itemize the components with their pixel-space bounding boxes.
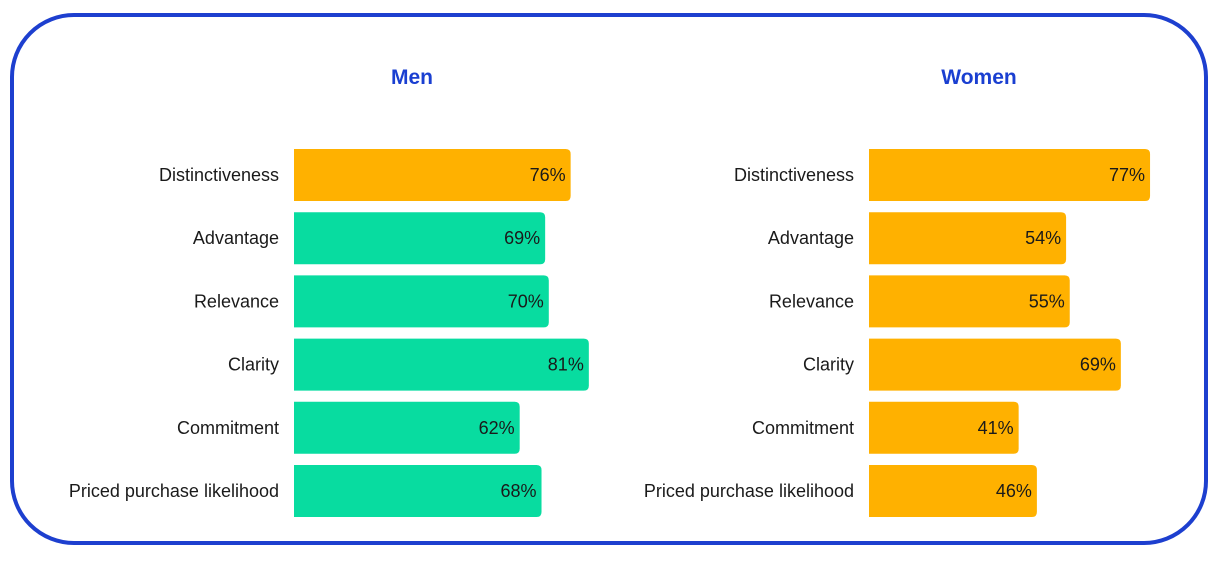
women-category-label: Advantage [768,228,854,248]
men-bar [294,275,549,328]
men-category-label: Priced purchase likelihood [69,481,279,501]
women-bar [869,275,1070,328]
men-panel: Men Distinctiveness 76% Advantage 69% Relevan… [69,66,589,517]
men-value-label: 81% [548,355,584,375]
women-value-label: 77% [1109,165,1145,185]
men-category-label: Commitment [177,418,279,438]
women-category-label: Priced purchase likelihood [644,481,854,501]
men-value-label: 70% [508,291,544,311]
women-bar [869,401,1019,454]
men-chart-title: Men [391,66,433,89]
women-category-label: Distinctiveness [734,165,854,185]
men-value-label: 76% [530,165,566,185]
women-category-label: Clarity [803,355,854,375]
women-value-label: 69% [1080,355,1116,375]
women-value-label: 55% [1029,291,1065,311]
women-bar [869,149,1151,201]
men-bar [294,149,571,201]
women-chart-title: Women [941,66,1016,89]
men-bar [294,401,520,454]
men-bar [294,338,589,391]
men-category-label: Distinctiveness [159,165,279,185]
men-bar [294,465,542,517]
women-category-label: Commitment [752,418,854,438]
men-value-label: 68% [500,481,536,501]
women-value-label: 54% [1025,228,1061,248]
men-bar [294,212,546,265]
women-category-label: Relevance [769,291,854,311]
men-category-label: Relevance [194,291,279,311]
women-bar [869,338,1121,391]
men-value-label: 62% [479,418,515,438]
women-value-label: 41% [978,418,1014,438]
men-category-label: Clarity [228,355,279,375]
women-bar [869,465,1037,517]
men-value-label: 69% [504,228,540,248]
women-value-label: 46% [996,481,1032,501]
women-panel: Women Distinctiveness 77% Advantage 54% Relev… [644,66,1151,517]
men-category-label: Advantage [193,228,279,248]
women-bar [869,212,1067,265]
